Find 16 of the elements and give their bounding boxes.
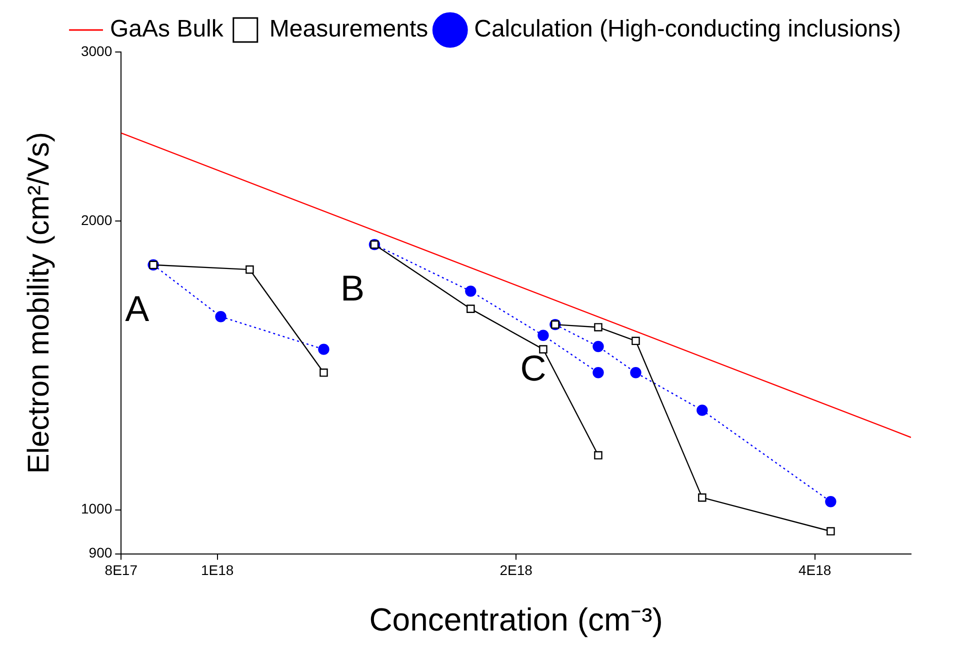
y-tick-label: 900 bbox=[88, 544, 112, 561]
y-tick-label: 3000 bbox=[80, 42, 112, 59]
annotation: C bbox=[520, 347, 546, 388]
x-axis-title: Concentration (cm⁻³) bbox=[369, 602, 663, 638]
annotation: A bbox=[125, 288, 150, 329]
x-tick-label: 1E18 bbox=[200, 562, 234, 578]
x-tick-label: 2E18 bbox=[500, 562, 533, 578]
y-axis-title: Electron mobility (cm²/Vs) bbox=[22, 132, 56, 474]
legend-label: Measurements bbox=[269, 16, 428, 43]
legend-label: Calculation (High-conducting inclusions) bbox=[474, 16, 902, 43]
y-tick-label: 2000 bbox=[80, 212, 112, 228]
x-tick-label: 8E17 bbox=[104, 562, 138, 578]
x-tick-label: 4E18 bbox=[798, 562, 832, 578]
legend-label: GaAs Bulk bbox=[110, 16, 224, 43]
y-tick-label: 1000 bbox=[80, 500, 112, 517]
annotation: B bbox=[340, 267, 364, 308]
